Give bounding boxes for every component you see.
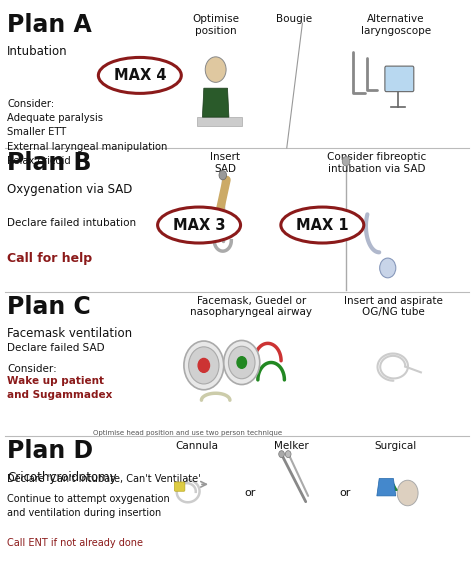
Polygon shape xyxy=(377,478,396,496)
Circle shape xyxy=(205,57,226,82)
FancyBboxPatch shape xyxy=(385,66,414,92)
Text: Consider fibreoptic
intubation via SAD: Consider fibreoptic intubation via SAD xyxy=(327,152,427,173)
Text: Bougie: Bougie xyxy=(276,14,312,24)
Text: Facemask ventilation: Facemask ventilation xyxy=(7,327,132,339)
Text: Plan B: Plan B xyxy=(7,151,91,175)
Circle shape xyxy=(219,171,227,180)
Text: Plan A: Plan A xyxy=(7,13,92,37)
Polygon shape xyxy=(202,88,229,117)
Text: MAX 1: MAX 1 xyxy=(296,218,349,233)
FancyBboxPatch shape xyxy=(174,482,185,491)
Circle shape xyxy=(184,341,224,390)
Text: Consider:: Consider: xyxy=(7,364,57,374)
Text: MAX 3: MAX 3 xyxy=(173,218,225,233)
Circle shape xyxy=(380,258,396,278)
Circle shape xyxy=(224,340,260,385)
Text: Optimise head position and use two person technique: Optimise head position and use two perso… xyxy=(93,430,282,436)
Text: Intubation: Intubation xyxy=(7,45,68,57)
Text: Continue to attempt oxygenation
and ventilation during insertion: Continue to attempt oxygenation and vent… xyxy=(7,494,170,518)
Text: Alternative
laryngoscope: Alternative laryngoscope xyxy=(361,14,431,36)
Circle shape xyxy=(279,451,284,458)
Circle shape xyxy=(342,157,350,166)
Circle shape xyxy=(285,451,291,458)
Text: Oxygenation via SAD: Oxygenation via SAD xyxy=(7,183,133,195)
Text: Cannula: Cannula xyxy=(175,441,218,451)
Text: MAX 4: MAX 4 xyxy=(114,68,166,83)
Ellipse shape xyxy=(98,57,181,93)
Ellipse shape xyxy=(281,207,364,243)
Text: Insert and aspirate
OG/NG tube: Insert and aspirate OG/NG tube xyxy=(344,296,443,317)
Text: Call ENT if not already done: Call ENT if not already done xyxy=(7,538,143,548)
Text: Cricothyroidotomy: Cricothyroidotomy xyxy=(7,471,117,484)
Circle shape xyxy=(189,347,219,384)
Circle shape xyxy=(198,358,210,372)
Text: Declare failed intubation: Declare failed intubation xyxy=(7,218,136,227)
Circle shape xyxy=(228,346,255,379)
Polygon shape xyxy=(197,117,242,126)
Circle shape xyxy=(397,480,418,506)
Text: Optimise
position: Optimise position xyxy=(192,14,239,36)
Text: Call for help: Call for help xyxy=(7,252,92,265)
Text: Declare failed SAD: Declare failed SAD xyxy=(7,343,105,353)
Text: Declare 'Can't Intubate, Can't Ventilate': Declare 'Can't Intubate, Can't Ventilate… xyxy=(7,474,201,484)
Text: Consider:
Adequate paralysis
Smaller ETT
External laryngeal manipulation
Relax c: Consider: Adequate paralysis Smaller ETT… xyxy=(7,99,167,166)
Text: Wake up patient
and Sugammadex: Wake up patient and Sugammadex xyxy=(7,376,112,400)
Text: Surgical: Surgical xyxy=(374,441,417,451)
Circle shape xyxy=(237,357,246,368)
Text: Melker: Melker xyxy=(274,441,309,451)
Text: Plan C: Plan C xyxy=(7,295,91,318)
Text: Facemask, Guedel or
nasopharyngeal airway: Facemask, Guedel or nasopharyngeal airwa… xyxy=(190,296,312,317)
Text: or: or xyxy=(244,488,255,498)
Text: Plan D: Plan D xyxy=(7,439,93,463)
Text: or: or xyxy=(339,488,351,498)
Ellipse shape xyxy=(157,207,240,243)
Text: Insert
SAD: Insert SAD xyxy=(210,152,240,173)
